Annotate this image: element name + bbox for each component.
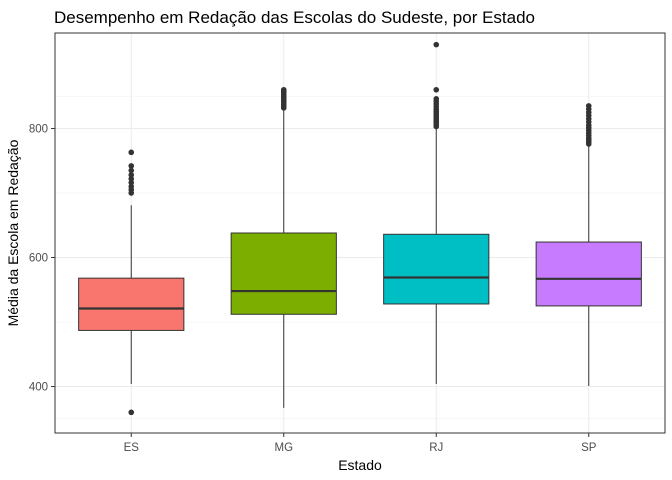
outlier-point <box>585 103 592 109</box>
outlier-point <box>128 176 135 182</box>
outlier-point <box>128 183 135 190</box>
boxplot-es <box>78 149 185 416</box>
x-tick-label: MG <box>274 442 293 454</box>
outlier-point <box>128 163 135 169</box>
box-iqr <box>383 233 490 305</box>
box-iqr <box>230 232 337 315</box>
x-tick-label: ES <box>124 442 140 454</box>
y-tick-label: 600 <box>29 253 48 265</box>
outlier-point <box>128 149 135 156</box>
plot-border <box>54 32 666 434</box>
outlier-point <box>433 86 440 93</box>
boxplots <box>78 41 642 416</box>
outlier-point <box>128 179 135 186</box>
axes: 400 600 800 ES MG RJ SP <box>29 123 597 454</box>
chart-title: Desempenho em Redação das Escolas do Sud… <box>54 8 535 27</box>
y-tick-label: 800 <box>29 123 48 135</box>
x-tick-label: RJ <box>429 442 443 454</box>
box-iqr <box>535 241 642 307</box>
x-axis-title: Estado <box>338 457 382 473</box>
outlier-point <box>433 41 440 48</box>
outlier-point <box>128 172 135 178</box>
box-iqr <box>78 277 185 331</box>
outlier-point <box>128 167 135 174</box>
plot-panel <box>55 33 665 433</box>
boxplot-sp <box>535 103 642 386</box>
boxplot-rj <box>383 41 490 384</box>
outlier-point <box>128 409 135 416</box>
y-axis-title: Média da Escola em Redação <box>5 139 21 326</box>
boxplot-mg <box>230 86 337 408</box>
x-tick-label: SP <box>581 442 597 454</box>
outlier-point <box>280 86 287 93</box>
outlier-point <box>433 96 440 102</box>
y-tick-label: 400 <box>29 382 48 394</box>
